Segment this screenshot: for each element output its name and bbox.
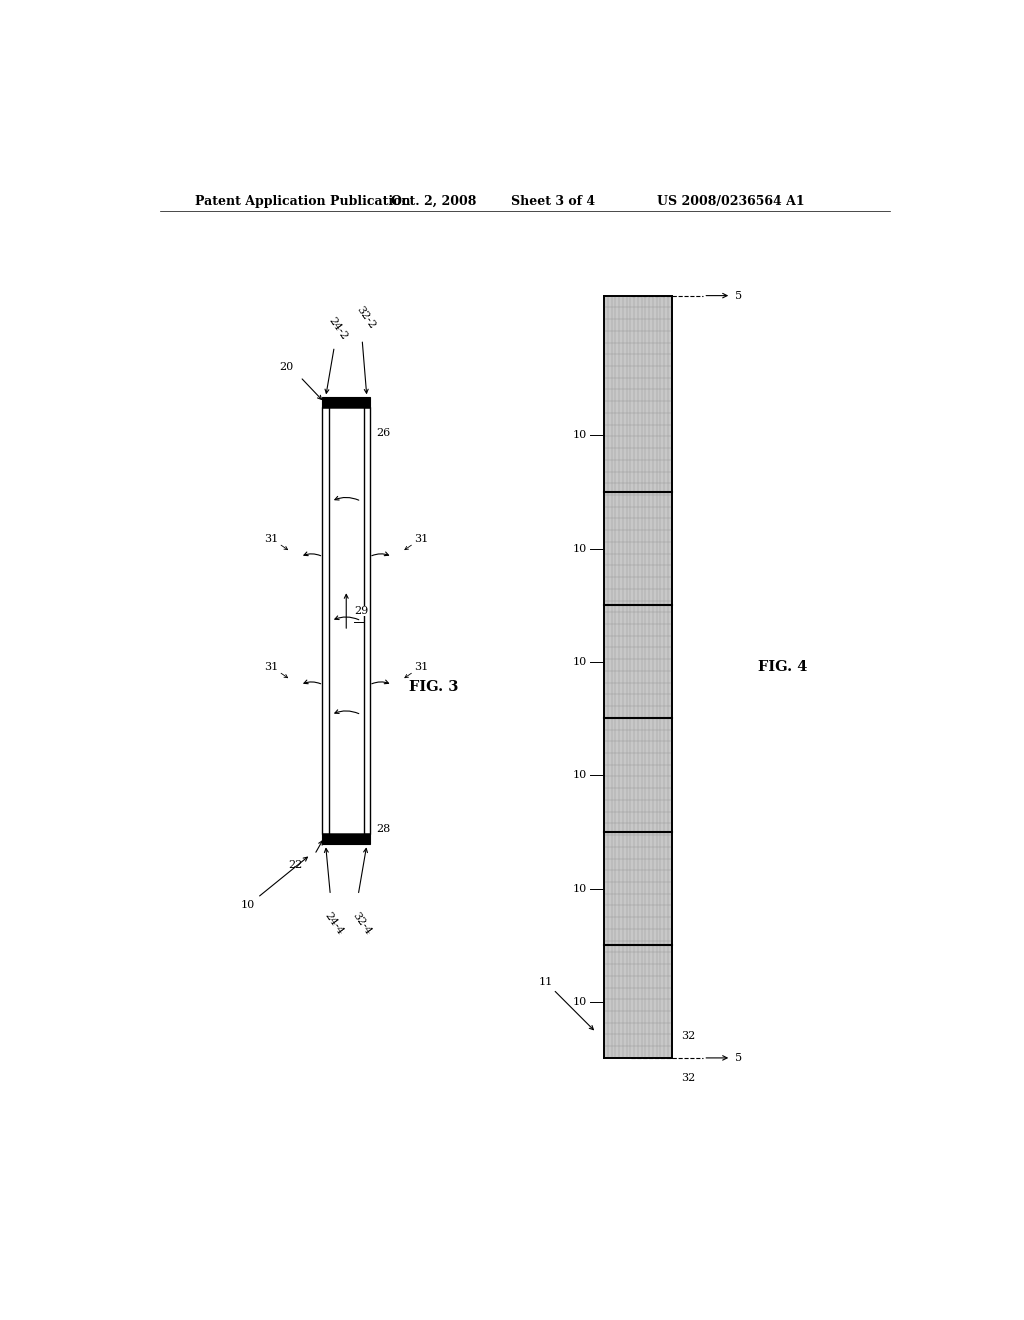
Text: 24-4: 24-4 <box>323 911 345 937</box>
Text: 10: 10 <box>572 883 587 894</box>
Text: 20: 20 <box>280 362 294 372</box>
Text: 32: 32 <box>681 1031 695 1040</box>
Text: 10: 10 <box>572 430 587 440</box>
Text: Patent Application Publication: Patent Application Publication <box>196 194 411 207</box>
Text: 28: 28 <box>377 824 390 834</box>
Bar <box>323 834 370 845</box>
Text: Oct. 2, 2008: Oct. 2, 2008 <box>391 194 476 207</box>
Text: 10: 10 <box>572 770 587 780</box>
Text: 29: 29 <box>354 606 369 615</box>
Text: 10: 10 <box>241 857 307 911</box>
Text: 11: 11 <box>539 977 593 1030</box>
Text: 10: 10 <box>572 997 587 1007</box>
Bar <box>329 408 364 834</box>
Text: FIG. 3: FIG. 3 <box>409 680 458 694</box>
Text: 5: 5 <box>735 290 742 301</box>
Text: 31: 31 <box>415 661 429 672</box>
Bar <box>323 408 329 834</box>
Bar <box>323 397 370 408</box>
Text: US 2008/0236564 A1: US 2008/0236564 A1 <box>657 194 805 207</box>
Text: 24-2: 24-2 <box>327 315 349 342</box>
Text: 31: 31 <box>415 533 429 544</box>
Text: 32-4: 32-4 <box>350 911 373 937</box>
Text: 32: 32 <box>681 1073 695 1084</box>
Text: 26: 26 <box>377 428 390 438</box>
Text: 5: 5 <box>735 1053 742 1063</box>
Text: 10: 10 <box>572 544 587 553</box>
Text: FIG. 4: FIG. 4 <box>758 660 807 673</box>
Bar <box>364 408 370 834</box>
Bar <box>604 296 672 1057</box>
Text: 32-2: 32-2 <box>354 305 377 331</box>
Text: 22: 22 <box>289 859 303 870</box>
Text: 10: 10 <box>572 656 587 667</box>
Text: 31: 31 <box>264 533 278 544</box>
Text: 31: 31 <box>264 661 278 672</box>
Text: Sheet 3 of 4: Sheet 3 of 4 <box>511 194 595 207</box>
